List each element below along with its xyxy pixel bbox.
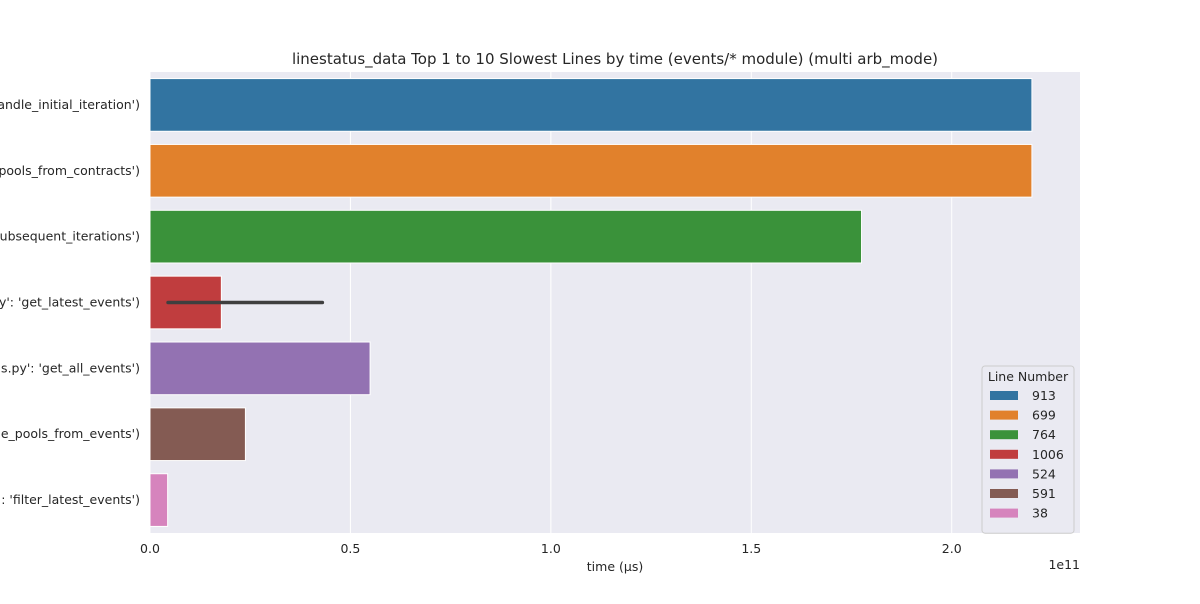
- y-tick-label: ils.py': 'get_all_events'): [0, 360, 140, 375]
- legend-title: Line Number: [988, 369, 1069, 384]
- legend-swatch-591: [990, 489, 1018, 498]
- y-tick-label: andle_initial_iteration'): [0, 97, 140, 112]
- y-tick-label: pools_from_contracts'): [0, 163, 140, 178]
- x-tick-label: 1.0: [541, 541, 561, 556]
- bar-524: [149, 341, 371, 396]
- x-axis-label: time (µs): [587, 559, 643, 574]
- bar-913: [149, 78, 1033, 132]
- legend: Line Number 913 699 764 1006 524 591 38: [981, 365, 1075, 534]
- y-tick-label: y': 'filter_latest_events'): [0, 492, 140, 507]
- legend-label: 38: [1032, 506, 1048, 521]
- legend-swatch-699: [990, 410, 1018, 420]
- legend-label: 764: [1032, 427, 1056, 442]
- legend-swatch-38: [990, 508, 1018, 518]
- bar-38: [149, 473, 169, 527]
- legend-label: 913: [1032, 388, 1056, 403]
- x-tick-label: 0.5: [340, 541, 360, 556]
- y-tick-label: oy': 'get_latest_events'): [0, 295, 140, 310]
- legend-label: 524: [1032, 466, 1056, 481]
- legend-label: 699: [1032, 408, 1056, 423]
- bar-764: [149, 209, 863, 264]
- legend-label: 1006: [1032, 447, 1064, 462]
- x-axis-offset-label: 1e11: [1048, 557, 1080, 572]
- y-tick-label: subsequent_iterations'): [0, 229, 140, 244]
- bar-591: [149, 407, 246, 462]
- x-tick-label: 2.0: [942, 541, 962, 556]
- chart-title: linestatus_data Top 1 to 10 Slowest Line…: [292, 50, 938, 69]
- legend-swatch-524: [990, 469, 1018, 479]
- x-tick-label: 1.5: [741, 541, 761, 556]
- x-tick-label: 0.0: [140, 541, 160, 556]
- legend-swatch-764: [990, 430, 1018, 440]
- bar-699: [149, 143, 1033, 198]
- legend-swatch-913: [990, 391, 1018, 400]
- legend-label: 591: [1032, 486, 1056, 501]
- legend-swatch-1006: [990, 449, 1018, 459]
- y-tick-label: e_pools_from_events'): [1, 426, 140, 441]
